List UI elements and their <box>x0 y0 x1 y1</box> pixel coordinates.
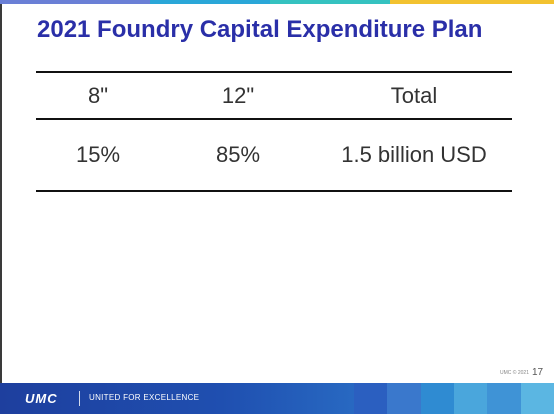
table-header-rule <box>36 118 512 120</box>
header-cell-12-inch: 12" <box>221 82 255 108</box>
cell-12-inch-share: 85% <box>215 142 261 167</box>
accent-segment <box>390 0 554 4</box>
footer-tile <box>453 383 488 414</box>
footer-tagline: UNITED FOR EXCELLENCE <box>89 393 200 402</box>
accent-segment <box>0 0 150 4</box>
umc-logo: UMC <box>25 391 58 406</box>
slide-title: 2021 Foundry Capital Expenditure Plan <box>37 16 483 43</box>
footer-tile <box>487 383 521 414</box>
table-header-row: 8" 12" Total <box>36 73 512 118</box>
header-cell-8-inch: 8" <box>87 82 109 108</box>
header-cell-total: Total <box>390 82 438 108</box>
footer-divider <box>79 391 80 406</box>
table-top-rule <box>36 71 512 73</box>
footer-tile <box>420 383 454 414</box>
window-edge <box>0 0 2 414</box>
cell-8-inch-share: 15% <box>75 142 121 167</box>
footer-tile <box>354 383 388 414</box>
cell-total-amount: 1.5 billion USD <box>341 142 487 167</box>
accent-segment <box>270 0 390 4</box>
accent-segment <box>150 0 270 4</box>
table-bottom-rule <box>36 190 512 192</box>
table-row: 15% 85% 1.5 billion USD <box>36 120 512 190</box>
footer-tile <box>387 383 421 414</box>
copyright-text: UMC © 2021 <box>500 370 529 376</box>
top-accent-bar <box>0 0 554 4</box>
footer-tiles <box>354 383 554 414</box>
capex-table: 8" 12" Total 15% 85% 1.5 billion USD <box>36 71 512 192</box>
page-number: 17 <box>532 367 544 378</box>
footer-tile <box>520 383 554 414</box>
footer-banner: UMC UNITED FOR EXCELLENCE <box>0 383 554 414</box>
